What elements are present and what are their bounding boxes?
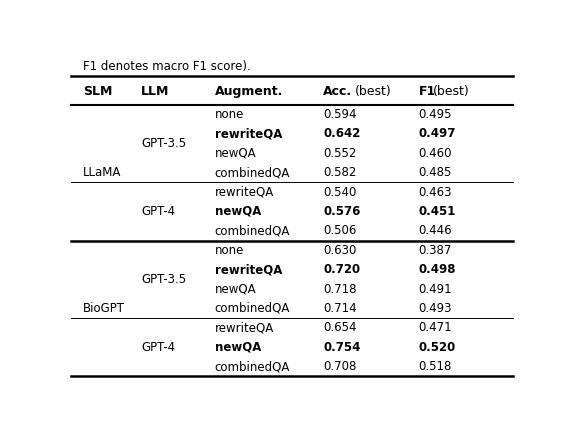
Text: 0.463: 0.463 — [418, 185, 452, 198]
Text: 0.718: 0.718 — [323, 283, 357, 296]
Text: rewriteQA: rewriteQA — [215, 263, 282, 276]
Text: none: none — [215, 108, 244, 121]
Text: 0.471: 0.471 — [418, 321, 452, 334]
Text: combinedQA: combinedQA — [215, 302, 290, 315]
Text: 0.498: 0.498 — [418, 263, 456, 276]
Text: F1 denotes macro F1 score).: F1 denotes macro F1 score). — [83, 60, 251, 73]
Text: combinedQA: combinedQA — [215, 166, 290, 179]
Text: 0.540: 0.540 — [323, 185, 356, 198]
Text: rewriteQA: rewriteQA — [215, 127, 282, 140]
Text: 0.630: 0.630 — [323, 244, 356, 257]
Text: 0.495: 0.495 — [418, 108, 452, 121]
Text: Acc.: Acc. — [323, 85, 352, 98]
Text: newQA: newQA — [215, 283, 256, 296]
Text: newQA: newQA — [215, 341, 261, 354]
Text: BioGPT: BioGPT — [83, 302, 125, 315]
Text: SLM: SLM — [83, 85, 112, 98]
Text: 0.642: 0.642 — [323, 127, 360, 140]
Text: 0.387: 0.387 — [418, 244, 452, 257]
Text: (best): (best) — [355, 85, 392, 98]
Text: 0.552: 0.552 — [323, 146, 356, 160]
Text: (best): (best) — [433, 85, 470, 98]
Text: 0.451: 0.451 — [418, 205, 456, 218]
Text: newQA: newQA — [215, 205, 261, 218]
Text: LLM: LLM — [141, 85, 169, 98]
Text: 0.594: 0.594 — [323, 108, 357, 121]
Text: LLaMA: LLaMA — [83, 166, 121, 179]
Text: 0.708: 0.708 — [323, 360, 356, 373]
Text: GPT-4: GPT-4 — [141, 205, 175, 218]
Text: 0.460: 0.460 — [418, 146, 452, 160]
Text: 0.720: 0.720 — [323, 263, 360, 276]
Text: 0.582: 0.582 — [323, 166, 356, 179]
Text: GPT-3.5: GPT-3.5 — [141, 137, 186, 150]
Text: GPT-4: GPT-4 — [141, 341, 175, 354]
Text: 0.576: 0.576 — [323, 205, 360, 218]
Text: combinedQA: combinedQA — [215, 225, 290, 237]
Text: 0.485: 0.485 — [418, 166, 452, 179]
Text: rewriteQA: rewriteQA — [215, 321, 274, 334]
Text: 0.520: 0.520 — [418, 341, 455, 354]
Text: 0.506: 0.506 — [323, 225, 356, 237]
Text: 0.754: 0.754 — [323, 341, 360, 354]
Text: GPT-3.5: GPT-3.5 — [141, 273, 186, 286]
Text: 0.518: 0.518 — [418, 360, 452, 373]
Text: none: none — [215, 244, 244, 257]
Text: 0.491: 0.491 — [418, 283, 452, 296]
Text: 0.497: 0.497 — [418, 127, 456, 140]
Text: Augment.: Augment. — [215, 85, 283, 98]
Text: 0.714: 0.714 — [323, 302, 357, 315]
Text: 0.446: 0.446 — [418, 225, 452, 237]
Text: rewriteQA: rewriteQA — [215, 185, 274, 198]
Text: newQA: newQA — [215, 146, 256, 160]
Text: 0.654: 0.654 — [323, 321, 357, 334]
Text: combinedQA: combinedQA — [215, 360, 290, 373]
Text: 0.493: 0.493 — [418, 302, 452, 315]
Text: F1: F1 — [418, 85, 435, 98]
